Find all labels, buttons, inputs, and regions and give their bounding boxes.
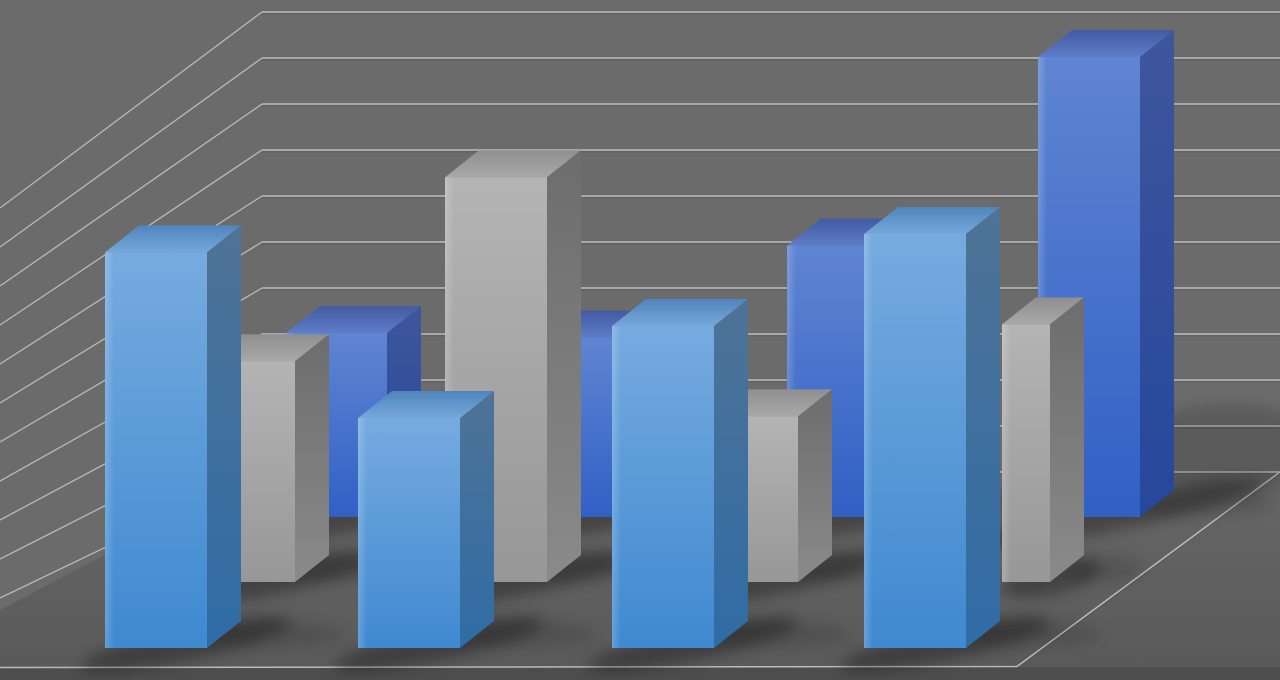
bar-front-face — [358, 418, 460, 648]
bar-middle-row-gray-cat2 — [445, 150, 581, 582]
bar-front-face — [612, 326, 714, 648]
bar-side-face — [1140, 30, 1174, 517]
bar-edge-highlight — [445, 177, 454, 582]
bar-top-face — [358, 391, 494, 418]
bar-top-face — [445, 150, 581, 178]
bar-front-row-light-blue-cat3 — [612, 299, 748, 648]
bar-front-face — [864, 234, 966, 648]
bar-edge-highlight — [1002, 324, 1011, 582]
bar-side-face — [207, 225, 241, 648]
bar-front-row-light-blue-cat1 — [105, 225, 241, 648]
bar-side-face — [547, 150, 581, 582]
bar-edge-highlight — [864, 234, 873, 648]
bar-edge-highlight — [358, 418, 367, 648]
bar-top-face — [612, 299, 748, 326]
bar-side-face — [460, 391, 494, 648]
bar-edge-highlight — [787, 245, 796, 517]
floor-front-apron — [0, 667, 1280, 680]
bar-side-face — [295, 334, 329, 582]
bar-edge-highlight — [612, 326, 621, 648]
bar-side-face — [1050, 297, 1084, 582]
bar-middle-row-gray-cat4 — [1002, 297, 1084, 582]
bar-top-face — [864, 207, 1000, 234]
bar-shadow-soft — [1066, 555, 1144, 581]
bar-top-face — [105, 225, 241, 253]
bar-side-face — [798, 389, 832, 582]
bar-edge-highlight — [1038, 57, 1047, 517]
bar-top-face — [1038, 30, 1174, 57]
bar-edge-highlight — [105, 252, 114, 648]
bar-front-face — [105, 252, 207, 648]
bar-side-face — [966, 207, 1000, 648]
bar-top-face — [1002, 297, 1084, 325]
bar-front-row-light-blue-cat4 — [864, 207, 1000, 648]
row-front-row-light-blue — [105, 207, 1000, 648]
bar-side-face — [714, 299, 748, 648]
bar-top-face — [286, 306, 421, 333]
bar-front-row-light-blue-cat2 — [358, 391, 494, 648]
